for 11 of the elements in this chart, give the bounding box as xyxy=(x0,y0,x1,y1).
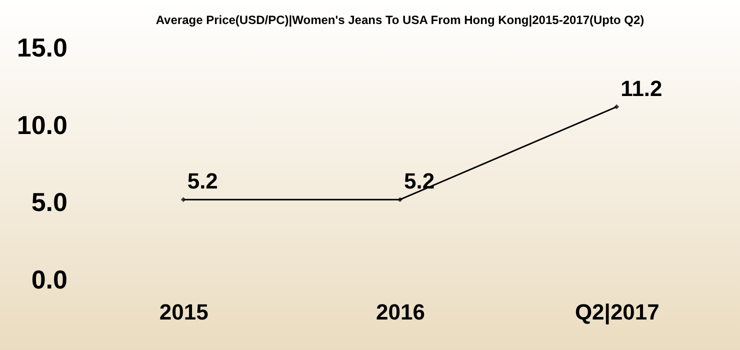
data-label: 5.2 xyxy=(404,168,435,194)
y-tick-label: 5.0 xyxy=(31,187,68,218)
x-tick-label: Q2|2017 xyxy=(574,300,660,324)
data-label: 5.2 xyxy=(187,168,218,194)
x-tick-label: 2016 xyxy=(376,300,425,324)
x-tick-label: 2015 xyxy=(159,300,208,324)
y-tick-label: 15.0 xyxy=(16,32,68,62)
chart-title: Average Price(USD/PC)|Women's Jeans To USA From Hong Kong|2015-2017(Upto Q2) xyxy=(156,13,644,27)
y-tick-label: 0.0 xyxy=(31,264,68,294)
y-tick-label: 10.0 xyxy=(16,110,68,140)
data-label: 11.2 xyxy=(620,76,662,101)
